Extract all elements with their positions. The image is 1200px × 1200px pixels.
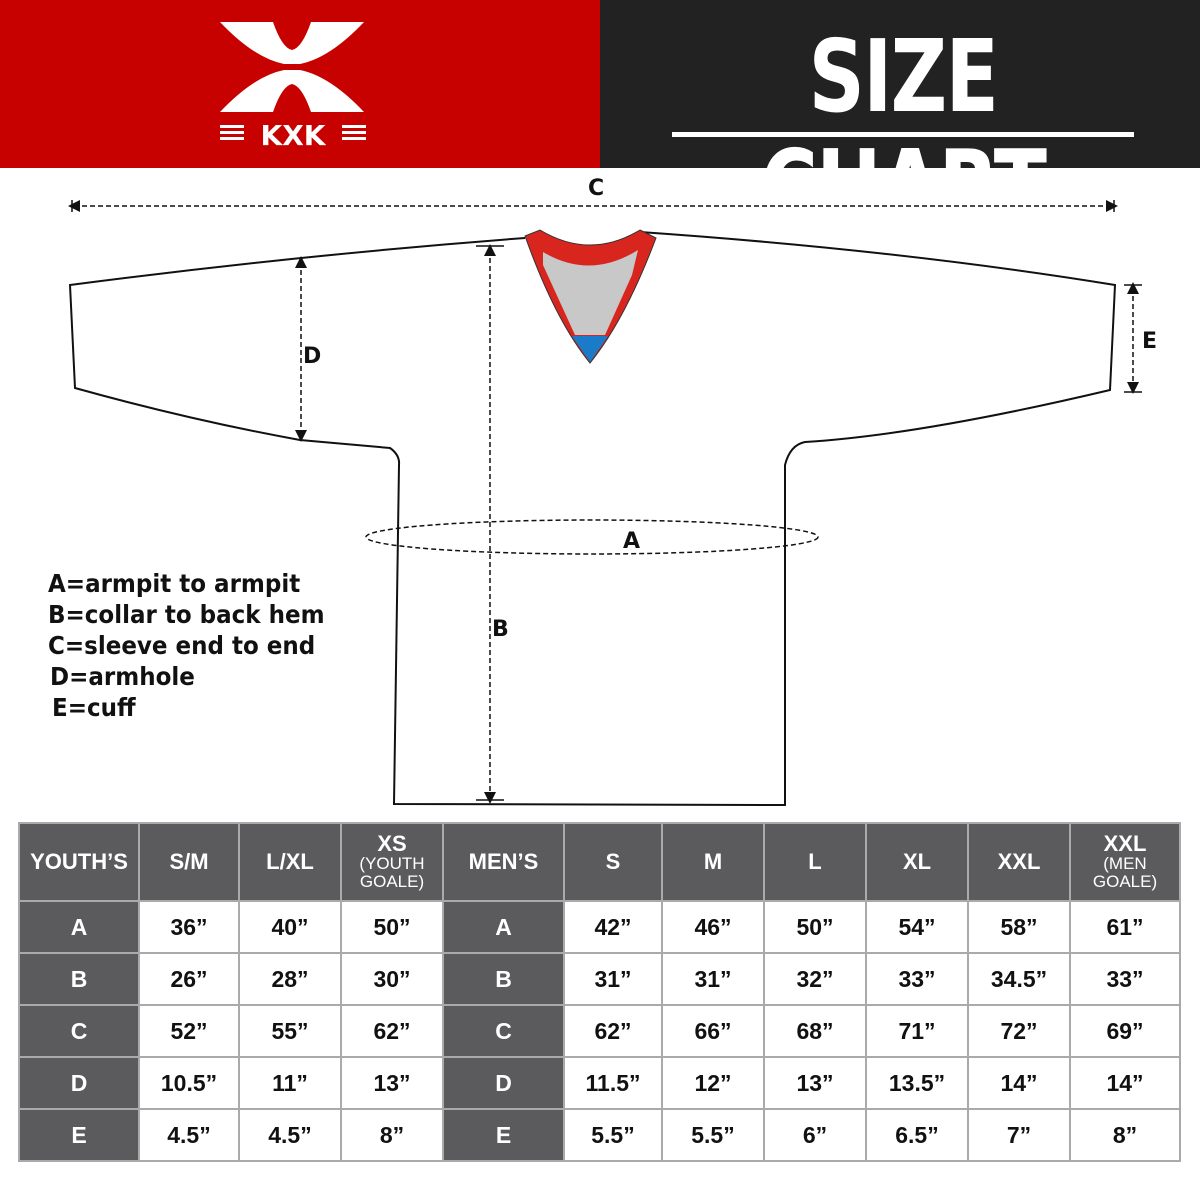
size-value: 33” (1071, 954, 1179, 1004)
size-value: 42” (565, 902, 661, 952)
measure-label: C (444, 1006, 563, 1056)
table-row: A 36” 40” 50” A 42” 46” 50” 54” 58” 61” (20, 902, 1179, 952)
size-value: 8” (1071, 1110, 1179, 1160)
kxk-logo: KXK (220, 22, 366, 152)
size-header: XXL (969, 824, 1069, 900)
size-value: 71” (867, 1006, 967, 1056)
size-value: 13.5” (867, 1058, 967, 1108)
measure-label: E (20, 1110, 138, 1160)
size-value: 36” (140, 902, 238, 952)
jersey-outline (68, 231, 1117, 807)
size-value: 46” (663, 902, 763, 952)
size-value: 13” (765, 1058, 865, 1108)
size-header: M (663, 824, 763, 900)
size-value: 11” (240, 1058, 340, 1108)
measure-label: A (444, 902, 563, 952)
size-header-text: XXL (1103, 831, 1147, 856)
youth-header: YOUTH’S (20, 824, 138, 900)
table-row: B 26” 28” 30” B 31” 31” 32” 33” 34.5” 33” (20, 954, 1179, 1004)
size-header-text: (MEN (1103, 854, 1147, 873)
size-value: 61” (1071, 902, 1179, 952)
size-header: XL (867, 824, 967, 900)
size-value: 40” (240, 902, 340, 952)
table-row: C 52” 55” 62” C 62” 66” 68” 71” 72” 69” (20, 1006, 1179, 1056)
size-value: 31” (663, 954, 763, 1004)
label-d: D (303, 344, 322, 369)
size-value: 66” (663, 1006, 763, 1056)
size-value: 52” (140, 1006, 238, 1056)
size-value: 34.5” (969, 954, 1069, 1004)
measure-label: B (444, 954, 563, 1004)
size-header: L/XL (240, 824, 340, 900)
header-title-panel (600, 0, 1200, 168)
size-header-text: GOALE) (1092, 872, 1158, 891)
size-value: 62” (565, 1006, 661, 1056)
size-header: S/M (140, 824, 238, 900)
size-value: 58” (969, 902, 1069, 952)
legend-item: D=armhole (50, 662, 195, 691)
label-b: B (492, 617, 509, 642)
measure-label: C (20, 1006, 138, 1056)
size-header-text: XS (377, 831, 407, 856)
size-header-text: GOALE) (359, 872, 425, 891)
measure-label: D (444, 1058, 563, 1108)
label-e: E (1142, 329, 1158, 354)
men-header: MEN’S (444, 824, 563, 900)
size-value: 5.5” (565, 1110, 661, 1160)
page-title: SIZE CHART (760, 18, 1047, 245)
size-table: YOUTH’S S/M L/XL XS (YOUTH GOALE) MEN’S S M L XL XX… (18, 822, 1181, 1162)
size-value: 10.5” (140, 1058, 238, 1108)
size-header: XS (YOUTH GOALE) (342, 824, 442, 900)
legend-item: C=sleeve end to end (48, 631, 316, 660)
size-header: L (765, 824, 865, 900)
size-value: 28” (240, 954, 340, 1004)
size-value: 14” (1071, 1058, 1179, 1108)
size-value: 6.5” (867, 1110, 967, 1160)
size-value: 14” (969, 1058, 1069, 1108)
size-value: 7” (969, 1110, 1069, 1160)
size-value: 33” (867, 954, 967, 1004)
size-header: XXL (MEN GOALE) (1071, 824, 1179, 900)
size-value: 50” (342, 902, 442, 952)
size-value: 8” (342, 1110, 442, 1160)
legend-item: A=armpit to armpit (48, 569, 301, 598)
size-header-text: (YOUTH (359, 854, 425, 873)
size-value: 55” (240, 1006, 340, 1056)
label-c: C (588, 176, 605, 201)
measure-label: A (20, 902, 138, 952)
size-value: 62” (342, 1006, 442, 1056)
size-value: 12” (663, 1058, 763, 1108)
size-value: 54” (867, 902, 967, 952)
table-row: E 4.5” 4.5” 8” E 5.5” 5.5” 6” 6.5” 7” 8” (20, 1110, 1179, 1160)
size-value: 50” (765, 902, 865, 952)
brand-text: KXK (261, 119, 327, 152)
measurement-legend: A=armpit to armpit B=collar to back hem … (48, 568, 349, 723)
size-value: 6” (765, 1110, 865, 1160)
size-value: 68” (765, 1006, 865, 1056)
size-value: 13” (342, 1058, 442, 1108)
size-value: 31” (565, 954, 661, 1004)
measure-a (365, 519, 819, 555)
jersey-diagram (68, 200, 1142, 807)
label-a: A (623, 529, 641, 554)
size-header: S (565, 824, 661, 900)
legend-item: B=collar to back hem (48, 600, 325, 629)
size-value: 26” (140, 954, 238, 1004)
measure-label: D (20, 1058, 138, 1108)
title-underline (672, 132, 1134, 137)
table-row: D 10.5” 11” 13” D 11.5” 12” 13” 13.5” 14” 14” (20, 1058, 1179, 1108)
size-value: 69” (1071, 1006, 1179, 1056)
size-value: 72” (969, 1006, 1069, 1056)
legend-item: E=cuff (52, 693, 136, 722)
table-header-row: YOUTH’S S/M L/XL XS (YOUTH GOALE) MEN’S S M L XL XX… (20, 824, 1179, 900)
size-value: 4.5” (240, 1110, 340, 1160)
measure-label: E (444, 1110, 563, 1160)
size-value: 4.5” (140, 1110, 238, 1160)
size-value: 32” (765, 954, 865, 1004)
size-value: 11.5” (565, 1058, 661, 1108)
measure-label: B (20, 954, 138, 1004)
size-value: 5.5” (663, 1110, 763, 1160)
header-brand-panel: KXK (0, 0, 600, 168)
size-value: 30” (342, 954, 442, 1004)
